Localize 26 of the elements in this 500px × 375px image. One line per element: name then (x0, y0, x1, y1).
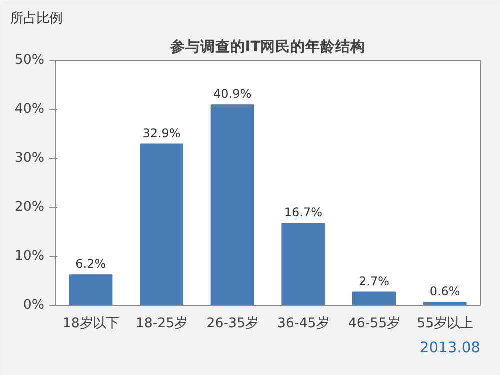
data-label: 2.7% (359, 274, 390, 288)
y-axis-title: 所占比例 (10, 12, 62, 26)
y-tick-label: 20% (14, 200, 44, 215)
y-tick-label: 40% (14, 102, 44, 117)
text: 2013.08 (420, 340, 480, 356)
y-tick-label: 0% (23, 298, 45, 313)
x-tick-label: 26-35岁 (206, 316, 258, 332)
x-tick-label: 18-25岁 (136, 316, 188, 332)
x-tick-label: 18岁以下 (62, 316, 119, 332)
bar (140, 144, 184, 306)
y-tick-label: 30% (14, 151, 44, 166)
bar (210, 104, 254, 306)
bar (69, 274, 113, 306)
data-label: 16.7% (284, 206, 322, 220)
y-tick-label: 50% (14, 53, 44, 68)
bar (352, 292, 396, 306)
data-label: 6.2% (76, 257, 106, 272)
chart-title: 参与调查的IT网民的年龄结构 (169, 38, 366, 56)
x-tick-label: 36-45岁 (278, 316, 330, 332)
data-label: 32.9% (142, 126, 181, 140)
data-label: 40.9% (214, 87, 252, 102)
bar (282, 223, 326, 306)
x-tick-label: 55岁以上 (417, 316, 474, 332)
data-label: 0.6% (430, 284, 460, 299)
y-tick-label: 10% (14, 249, 44, 264)
x-tick-label: 46-55岁 (348, 316, 400, 332)
